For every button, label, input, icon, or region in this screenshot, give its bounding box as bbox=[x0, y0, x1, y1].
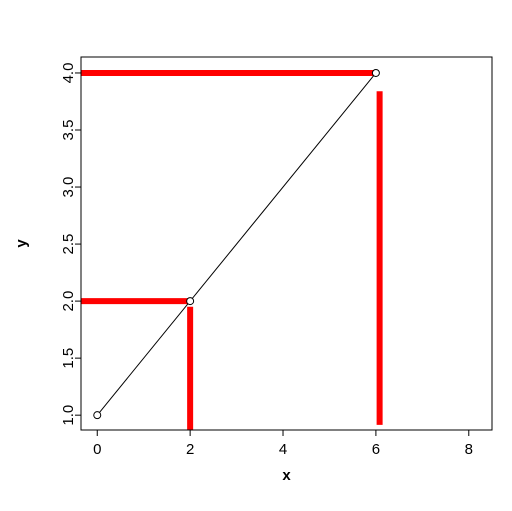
x-tick-label: 8 bbox=[465, 441, 473, 458]
y-tick-label: 1.5 bbox=[60, 348, 77, 369]
x-tick-label: 0 bbox=[93, 441, 101, 458]
y-tick-label: 3.0 bbox=[60, 177, 77, 198]
x-tick-label: 6 bbox=[372, 441, 380, 458]
data-point-marker bbox=[372, 69, 379, 76]
y-tick-label: 3.5 bbox=[60, 120, 77, 141]
y-axis-title: y bbox=[13, 239, 30, 248]
x-tick-label: 2 bbox=[186, 441, 194, 458]
data-point-marker bbox=[187, 298, 194, 305]
x-tick-label: 4 bbox=[279, 441, 287, 458]
xy-chart: 0 2 4 6 8 1.0 1.5 2.0 2.5 3.0 3.5 4.0 x y bbox=[0, 0, 512, 511]
x-axis-title: x bbox=[282, 467, 291, 484]
y-tick-label: 2.5 bbox=[60, 234, 77, 255]
data-point-marker bbox=[94, 412, 101, 419]
y-tick-label: 1.0 bbox=[60, 405, 77, 426]
y-tick-label: 4.0 bbox=[60, 63, 77, 84]
y-tick-label: 2.0 bbox=[60, 291, 77, 312]
